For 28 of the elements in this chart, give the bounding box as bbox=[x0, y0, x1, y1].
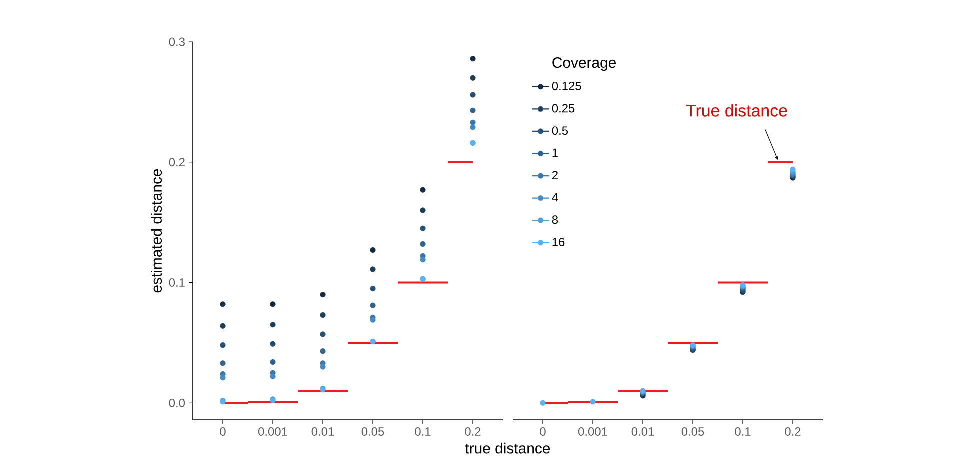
x-tick-label: 0.001 bbox=[578, 428, 608, 436]
x-tick-label: 0.2 bbox=[785, 428, 801, 436]
y-tick-label: 0.0 bbox=[169, 398, 186, 408]
x-tick-label: 0 bbox=[540, 428, 546, 436]
legend-label: 0.25 bbox=[552, 104, 575, 113]
x-tick-label: 0.1 bbox=[415, 428, 431, 436]
x-tick-label: 0.05 bbox=[362, 428, 384, 436]
legend-label: 4 bbox=[552, 193, 558, 202]
x-tick-label: 0.01 bbox=[632, 428, 654, 436]
annotation: True distance bbox=[686, 104, 788, 117]
legend-label: 16 bbox=[552, 238, 565, 246]
y-tick-label: 0.3 bbox=[169, 38, 185, 46]
legend-label: 1 bbox=[552, 148, 558, 158]
y-tick-label: 0.1 bbox=[169, 278, 185, 287]
x-tick-label: 0.05 bbox=[682, 428, 704, 436]
y-axis-title: estimated distance bbox=[151, 169, 162, 293]
x-tick-label: 0.01 bbox=[312, 428, 334, 436]
x-tick-label: 0.001 bbox=[258, 428, 288, 436]
x-tick-label: 0.2 bbox=[465, 428, 481, 436]
legend-label: 2 bbox=[552, 171, 558, 180]
legend-label: 8 bbox=[552, 216, 558, 224]
x-axis-title: true distance bbox=[465, 442, 550, 454]
x-tick-label: 0.1 bbox=[735, 428, 751, 436]
legend-label: 0.125 bbox=[552, 82, 582, 90]
legend-title: Coverage bbox=[552, 58, 616, 72]
x-tick-label: 0 bbox=[220, 428, 226, 436]
y-tick-label: 0.2 bbox=[169, 158, 185, 167]
legend-label: 0.5 bbox=[552, 126, 568, 136]
